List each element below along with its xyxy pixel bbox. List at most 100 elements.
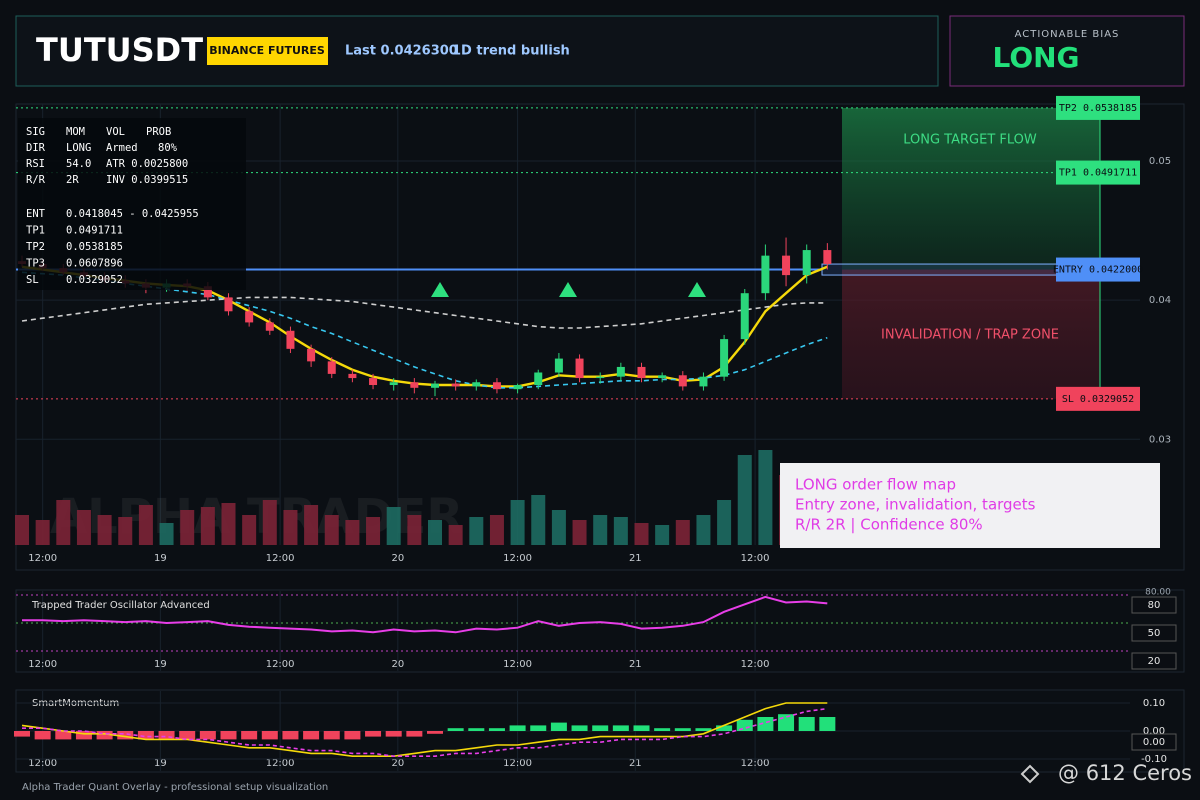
x-tick-label: 21 [629, 553, 642, 564]
last-box [1131, 733, 1177, 751]
plan-cell: 0.0329052 [66, 274, 123, 286]
oscillator-line [22, 595, 828, 634]
candle-body [327, 361, 336, 374]
x-tick-label: 12:00 [28, 659, 57, 670]
candle-body [534, 372, 543, 386]
scale-label: 80.00 [1145, 588, 1171, 598]
x-tick-label: 20 [391, 659, 404, 670]
candle-body [637, 366, 646, 379]
x-tick-label: 12:00 [741, 553, 770, 564]
exchange: BINANCE FUTURES [209, 44, 325, 57]
level-badge [1056, 257, 1140, 282]
volume-bar [613, 517, 628, 545]
volume-bar [366, 517, 381, 545]
annotation-line: R/R 2R | Confidence 80% [795, 516, 983, 534]
signal-arrows [431, 282, 706, 297]
candle-body [596, 376, 605, 379]
y-tick-label: 0.04 [1149, 295, 1171, 306]
histogram-bar [241, 731, 258, 740]
volume-bar [717, 500, 732, 545]
panel-title: Trapped Trader Oscillator Advanced [31, 600, 210, 611]
histogram-bar [137, 731, 154, 740]
info-cell: R/R [26, 174, 46, 186]
histogram-bar [427, 731, 443, 734]
plan-cell: TP3 [26, 258, 45, 270]
target-zone [842, 107, 1100, 270]
volume-bar [221, 503, 236, 545]
candle-body [389, 382, 398, 386]
candle-body [245, 311, 254, 323]
volume-bar [448, 525, 463, 545]
candle-body [513, 385, 522, 390]
histogram-bar [406, 731, 423, 737]
histogram-bar [385, 731, 402, 737]
x-tick-label: 12:00 [741, 758, 770, 769]
candle-body [265, 322, 274, 331]
volume-bar [138, 505, 153, 545]
y-tick-label: 50 [1148, 628, 1161, 639]
histogram-bar [488, 728, 505, 731]
volume-bar [737, 455, 752, 545]
level-label: TP2 0.0538185 [1059, 103, 1137, 114]
level-badge [1056, 95, 1140, 120]
candle-body [492, 382, 501, 390]
histogram-bar [117, 731, 134, 740]
level-badge [1056, 386, 1140, 411]
x-tick-label: 19 [154, 553, 167, 564]
histogram-bar [819, 717, 836, 731]
histogram-bar [654, 728, 671, 731]
volume-bar [76, 510, 91, 545]
candle-body [699, 376, 708, 387]
watermark: ALPHA TRADER [50, 489, 463, 545]
info-cell: Armed [106, 142, 138, 154]
momentum-line [21, 702, 828, 757]
candle-body [472, 382, 481, 387]
volume-bar [758, 450, 773, 545]
info-cell: 80% [158, 142, 178, 154]
plan-cell: SL [26, 274, 39, 286]
candle-body [431, 383, 439, 388]
volume-bar [655, 525, 670, 545]
histogram-bar [674, 728, 691, 731]
level-label: SL 0.0329052 [1062, 394, 1134, 405]
y-tick-label: 0.03 [1149, 434, 1171, 445]
momentum-line [22, 707, 828, 757]
histogram-bar [220, 731, 237, 740]
candle-body [740, 293, 749, 340]
info-cell: 2R [66, 174, 79, 186]
x-tick-label: 12:00 [503, 758, 532, 769]
tick-box [1131, 652, 1177, 670]
volume-bar [510, 500, 525, 545]
volume-bar [242, 515, 257, 545]
overlay-line [21, 296, 828, 329]
volume-bar [675, 520, 690, 545]
volume-bar [262, 500, 277, 545]
histogram-bar [179, 731, 196, 740]
volume-bar [35, 520, 50, 545]
plan-cell: ENT [26, 208, 46, 220]
info-cell: ATR 0.0025800 [106, 158, 188, 170]
bias-panel [949, 15, 1185, 87]
bias-label: ACTIONABLE BIAS [1015, 29, 1120, 40]
volume-bar [386, 507, 401, 545]
info-cell: VOL [106, 126, 125, 138]
y-tick-label: 0.10 [1143, 698, 1165, 709]
volume-bar [696, 515, 711, 545]
volume-bar [469, 517, 484, 545]
trap-zone-label: INVALIDATION / TRAP ZONE [881, 328, 1059, 343]
tick-box [1131, 624, 1177, 642]
level-badge [1056, 160, 1140, 185]
x-tick-label: 12:00 [741, 659, 770, 670]
candle-body [678, 375, 687, 387]
annotation-line: Entry zone, invalidation, targets [795, 496, 1036, 514]
annotation-line: LONG order flow map [795, 476, 956, 494]
volume-bar [56, 500, 71, 545]
bias-value: LONG [992, 41, 1079, 74]
volume-bar [489, 515, 504, 545]
histogram-bar [261, 731, 278, 740]
histogram-bar [550, 722, 567, 731]
histogram-bar [757, 717, 774, 731]
x-tick-label: 12:00 [266, 758, 295, 769]
exchange-badge [207, 37, 328, 65]
